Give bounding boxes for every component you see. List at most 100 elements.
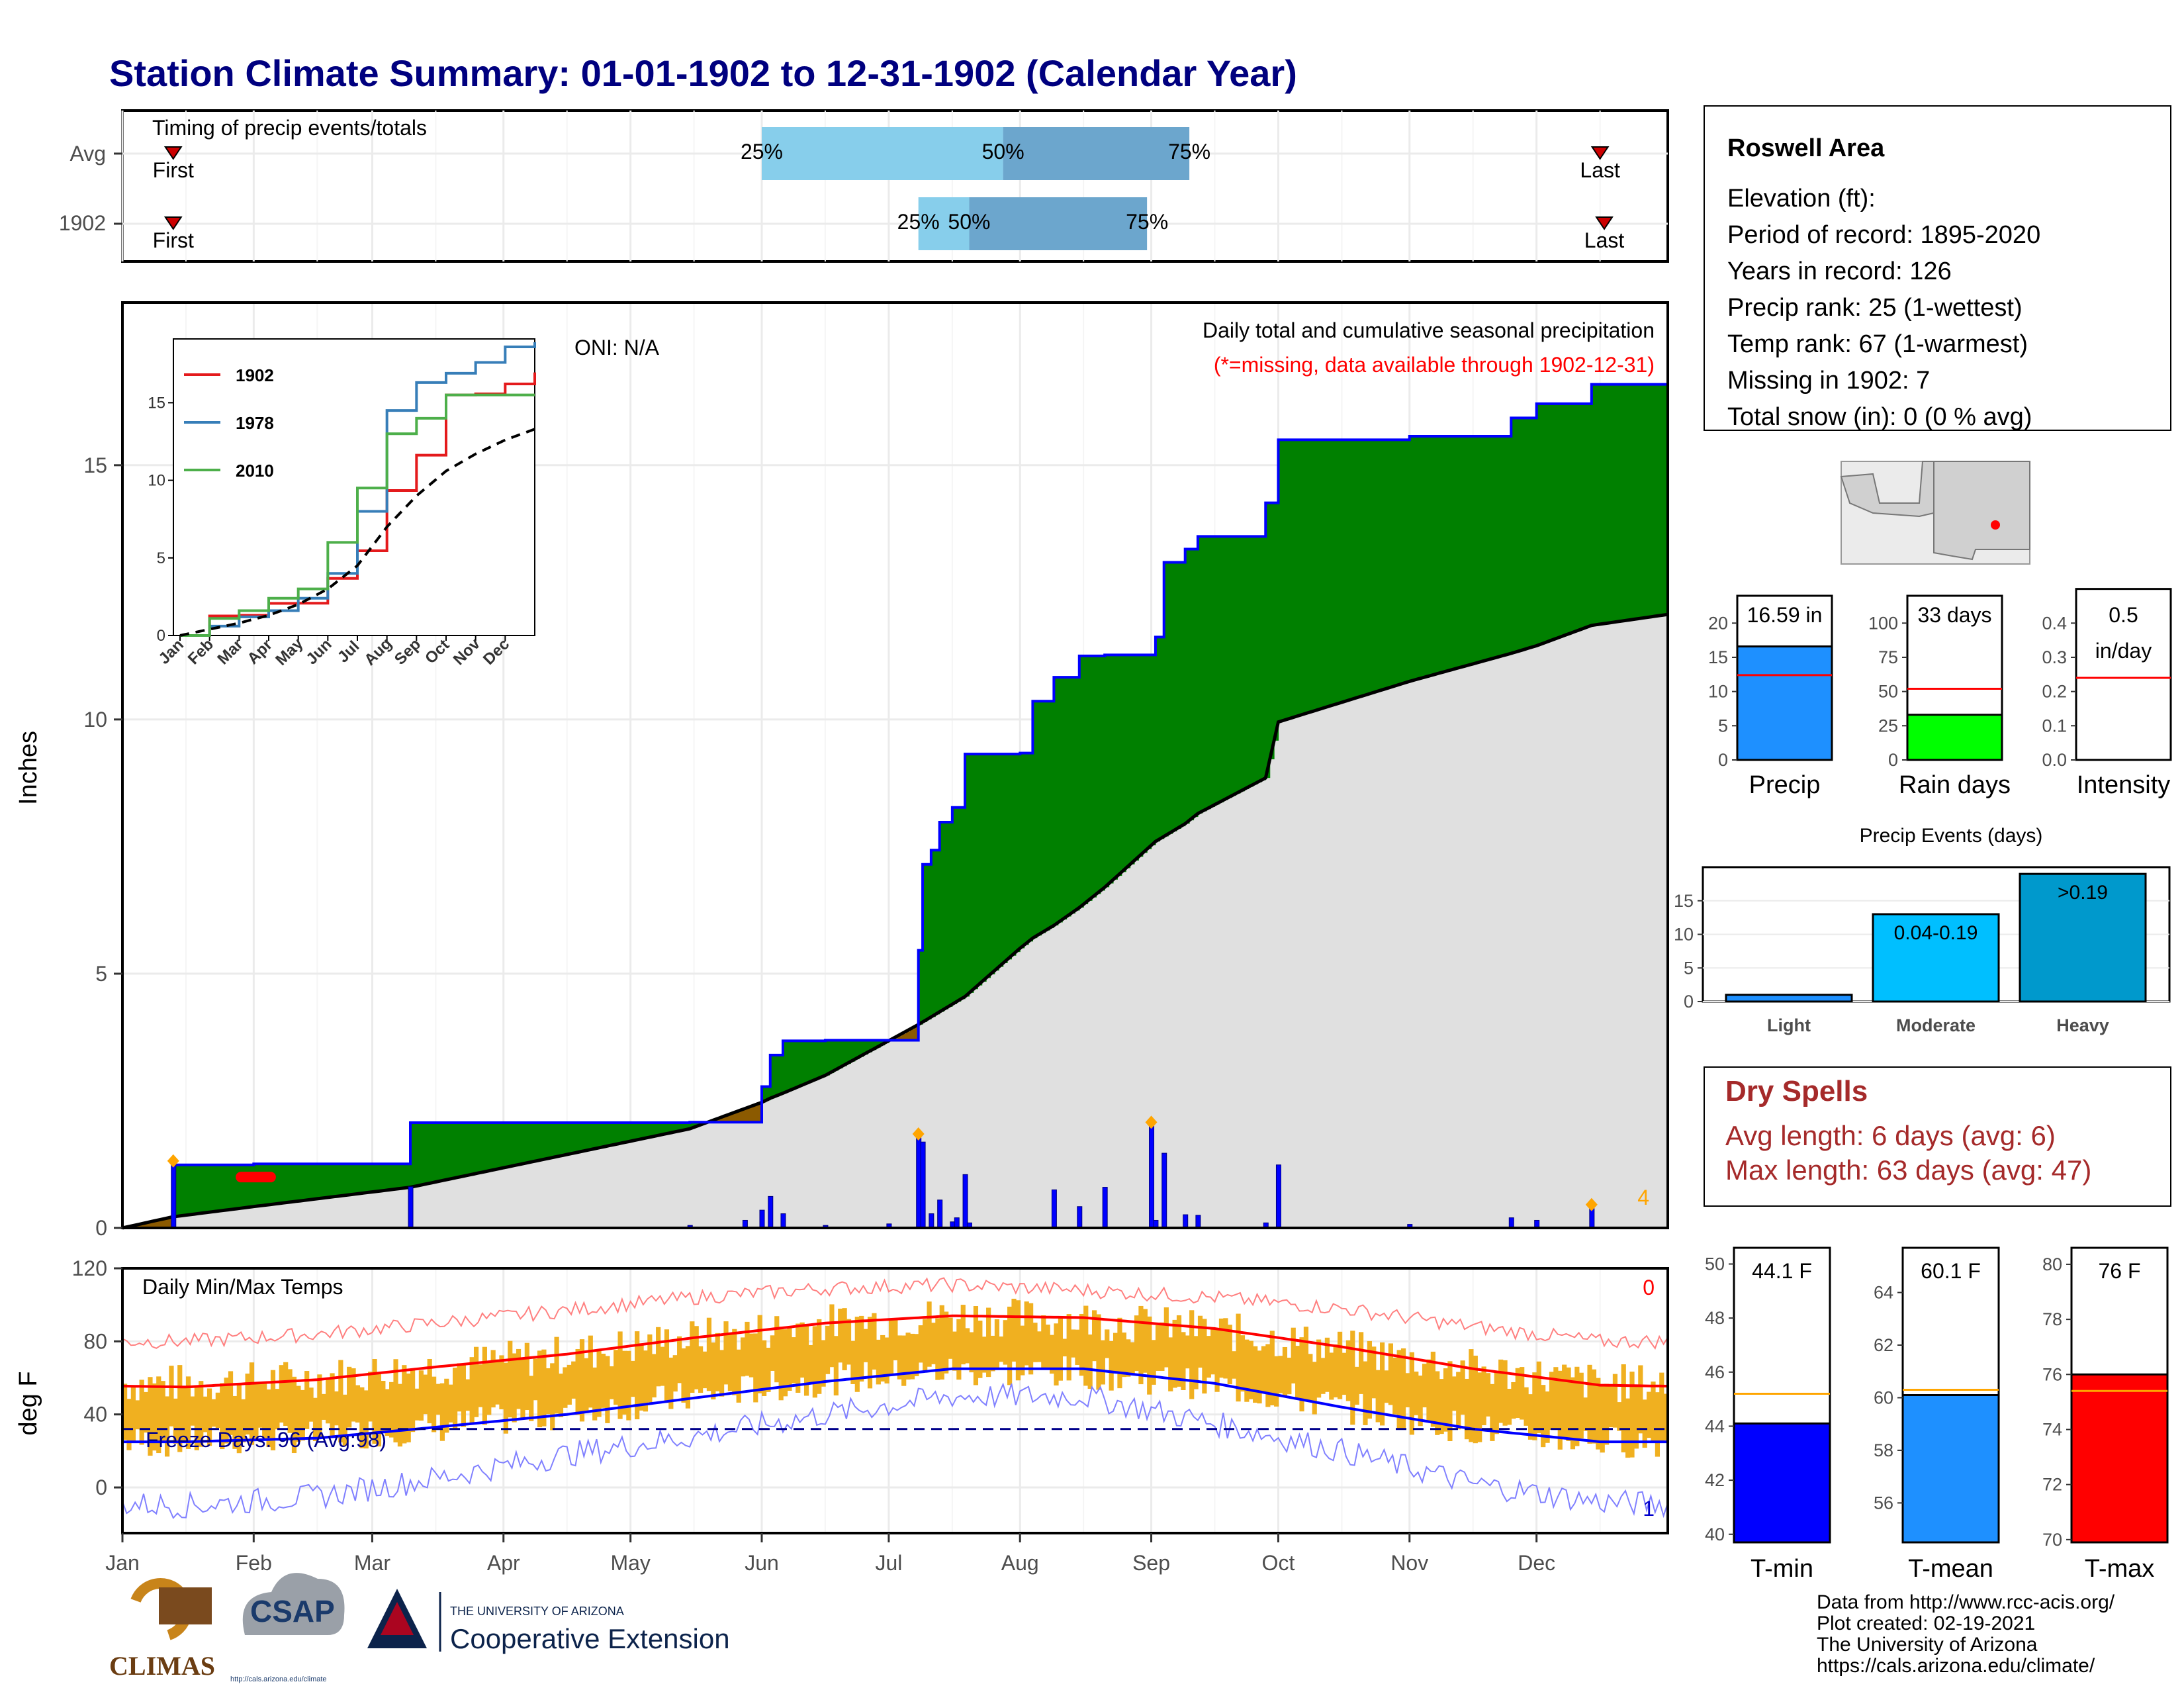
temp-daily-bar <box>1439 1379 1444 1434</box>
precip-diff-band <box>199 1164 204 1214</box>
temp-daily-bar <box>279 1365 284 1423</box>
temp-daily-bar <box>1282 1346 1288 1397</box>
precip-diff-band <box>1265 502 1271 778</box>
temp-daily-bar <box>351 1368 356 1422</box>
precip-diff-band <box>1633 384 1639 620</box>
temp-daily-bar <box>986 1307 991 1378</box>
precip-daily-bar <box>1195 1215 1201 1229</box>
precip-average-area <box>122 614 1668 1228</box>
precip-diff-band <box>626 1122 631 1143</box>
precip-diff-band <box>1333 440 1338 705</box>
precip-diff-band <box>275 1164 280 1204</box>
precip-diff-band <box>761 1086 766 1103</box>
temp-daily-bar <box>952 1331 958 1371</box>
temp-daily-bar <box>1506 1389 1512 1425</box>
temp-avg-max-line <box>122 1314 1668 1389</box>
precip-diff-band <box>778 1055 784 1096</box>
precip-diff-band <box>1227 536 1232 798</box>
precip-diff-band <box>342 1164 347 1196</box>
temp-daily-bar <box>1515 1368 1520 1418</box>
temp-daily-bar <box>1083 1305 1089 1386</box>
precip-diff-band <box>1608 384 1614 624</box>
precip-diff-band <box>1236 536 1241 794</box>
temp-daily-bar <box>177 1365 183 1452</box>
precip-daily-bar <box>1102 1187 1108 1229</box>
precip-diff-band <box>664 1122 669 1135</box>
temp-daily-bar <box>1066 1314 1071 1381</box>
precip-diff-band <box>494 1122 500 1170</box>
precip-diff-band <box>1126 655 1131 868</box>
temp-daily-bar <box>135 1400 140 1430</box>
precip-diff-band <box>978 754 983 986</box>
temp-daily-bar <box>1329 1352 1334 1400</box>
inset-ytick-label-15: 15 <box>148 394 165 412</box>
precip-diff-band <box>1587 403 1592 628</box>
temp-daily-bar <box>1655 1392 1661 1457</box>
temp-daily-bar <box>1642 1399 1647 1448</box>
precip-diff-band <box>1160 637 1165 839</box>
temp-daily-bar <box>385 1389 390 1436</box>
temp-daily-bar <box>639 1343 644 1411</box>
events-tick-label-0: 0 <box>1684 992 1694 1011</box>
temp-daily-bar <box>317 1374 322 1438</box>
temp-daily-bar <box>130 1385 136 1442</box>
precip-diff-band <box>960 807 966 1000</box>
precip-diff-band <box>1621 384 1626 622</box>
temp-daily-bar <box>448 1384 453 1423</box>
summary-tick-label-2: 0.2 <box>2042 682 2067 702</box>
temp-daily-bar <box>122 1383 128 1440</box>
temp-daily-bar <box>1075 1329 1080 1366</box>
precip-diff-band <box>969 754 974 993</box>
temp-daily-bar <box>181 1386 187 1440</box>
temp-daily-bar <box>1062 1338 1068 1357</box>
precip-diff-band <box>1130 655 1135 865</box>
precip-daily-bar <box>768 1196 774 1229</box>
precip-diff-band <box>308 1164 314 1200</box>
temp-daily-bar <box>1291 1327 1296 1383</box>
precip-ytick-label-0: 0 <box>95 1216 107 1240</box>
precip-diff-band <box>1578 403 1584 630</box>
precip-diff-band <box>1604 384 1610 624</box>
temp-daily-bar <box>206 1388 212 1446</box>
temp-daily-bar <box>482 1346 487 1425</box>
temp-daily-bar <box>563 1367 568 1408</box>
inset-legend-label-2010: 2010 <box>236 461 274 481</box>
precip-diff-band <box>1591 384 1596 626</box>
month-label-11: Dec <box>1518 1551 1555 1575</box>
precip-diff-band <box>1345 440 1351 701</box>
month-label-9: Oct <box>1262 1551 1295 1575</box>
temp-daily-bar <box>406 1373 411 1442</box>
precip-diff-band <box>630 1122 635 1141</box>
precip-diff-band <box>1070 677 1075 914</box>
precip-diff-band <box>956 807 962 1002</box>
temp-daily-bar <box>854 1317 860 1392</box>
temp-daily-bar <box>584 1358 589 1413</box>
temp-daily-bar <box>1633 1384 1639 1449</box>
precip-diff-band <box>1274 502 1279 741</box>
temp-daily-bar <box>1621 1364 1626 1453</box>
timing-first-marker-1 <box>163 216 183 230</box>
precip-diff-band <box>563 1122 568 1156</box>
precip-diff-band <box>1439 436 1444 673</box>
dry-spells-avg: Avg length: 6 days (avg: 6) <box>1725 1120 2056 1151</box>
temp-daily-bar <box>355 1385 361 1423</box>
temp-daily-bar <box>1248 1340 1253 1399</box>
precip-diff-band <box>918 950 923 1025</box>
month-label-8: Sep <box>1132 1551 1170 1575</box>
precip-diff-band <box>291 1164 296 1202</box>
temp-daily-bar <box>1396 1350 1402 1430</box>
precip-events-chart: Precip Events (days) 0 5 10 15 Light 0.04-0.1… <box>1674 825 2171 1035</box>
precip-diff-band <box>457 1122 462 1178</box>
precip-daily-bar <box>1051 1189 1057 1229</box>
temp-daily-bar <box>427 1358 432 1424</box>
temp-daily-bar <box>1591 1369 1597 1444</box>
precip-diff-band <box>876 1040 881 1048</box>
precip-diff-band <box>262 1164 267 1206</box>
csap-logo-url: http://cals.arizona.edu/climate <box>230 1675 327 1683</box>
precip-diff-band <box>461 1122 466 1177</box>
precip-diff-band <box>935 850 940 1015</box>
precip-diff-band <box>1338 440 1343 704</box>
map-station-dot <box>1991 520 2000 530</box>
temp-summary-tick-label-0: 40 <box>1705 1524 1725 1544</box>
temp-daily-bar <box>1079 1313 1084 1376</box>
